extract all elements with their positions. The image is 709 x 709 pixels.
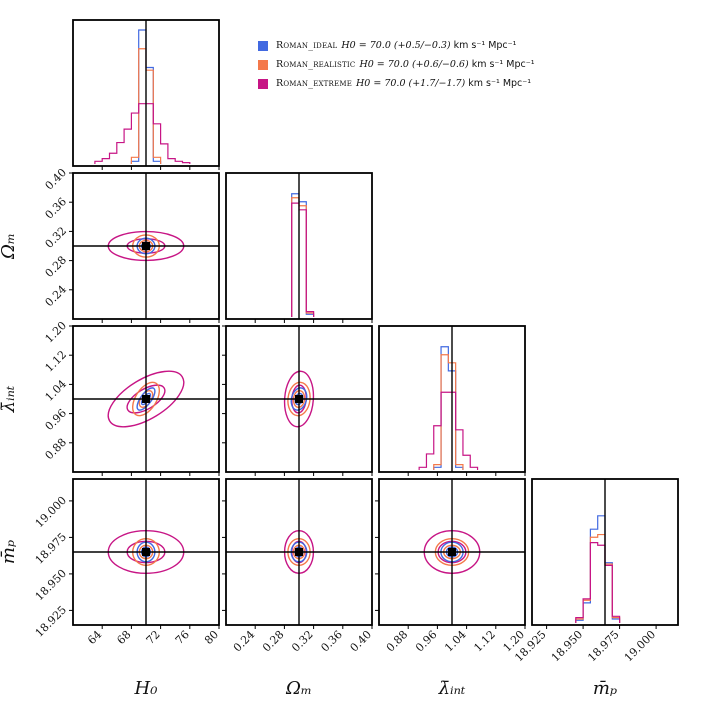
panel-frame-H0-lam [72,325,220,473]
histogram-mp-roman-realistic [575,533,621,623]
legend-value-roman-realistic: H0 = 70.0 (+0.6/−0.6) [359,59,469,70]
ytick-label-mp: 18.950 [33,567,69,603]
legend-swatch-roman-extreme [258,78,268,89]
xtick-label-H0: 64 [85,628,104,647]
histogram-lam-roman-realistic [433,354,464,470]
xtick-label-Om: 0.32 [289,628,316,655]
histogram-Om-roman-ideal [291,193,315,317]
xtick-label-lam: 0.96 [413,628,440,655]
contour-Om-lam-roman-ideal-2sigma [290,387,308,411]
ytick-label-Om: 0.32 [43,224,70,251]
panel-Om-Om [291,173,315,319]
xtick-label-Om: 0.36 [318,628,345,655]
ytick-label-Om: 0.24 [43,283,70,310]
xtick-label-Om: 0.24 [231,628,258,655]
histogram-Om-roman-extreme [291,202,315,317]
ylabel-mp: m̄ₚ [0,540,19,564]
xtick-label-Om: 0.28 [260,628,287,655]
truth-marker-lam-mp [448,548,456,556]
legend-entry-roman-extreme: Roman_extreme H0 = 70.0 (+1.7/−1.7) km s… [258,74,535,93]
panel-frame-mp-mp [531,478,679,626]
legend-entry-roman-realistic: Roman_realistic H0 = 70.0 (+0.6/−0.6) km… [258,55,535,74]
ylabel-Om: Ωₘ [0,233,19,260]
ytick-label-Om: 0.28 [43,254,70,281]
panel-mp-mp [575,479,621,625]
xtick-label-mp: 19.000 [622,628,658,664]
ytick-label-mp: 18.975 [33,530,69,566]
contour-H0-lam-roman-realistic-2sigma [131,381,161,417]
panel-Om-lam [226,326,372,472]
panel-H0-H0 [94,20,191,166]
ytick-label-mp: 18.925 [33,603,69,639]
legend: Roman_ideal H0 = 70.0 (+0.5/−0.3) km s⁻¹… [258,36,535,93]
panel-frame-lam-lam [378,325,526,473]
legend-value-roman-ideal: H0 = 70.0 (+0.5/−0.3) [341,40,451,51]
panel-H0-lam [73,326,219,472]
histogram-mp-roman-extreme [575,542,621,623]
ytick-label-mp: 19.000 [33,494,69,530]
panel-H0-mp [73,479,219,625]
histogram-H0-roman-extreme [94,103,191,164]
panel-frame-H0-mp [72,478,220,626]
contour-H0-lam-roman-ideal-2sigma [136,387,156,411]
panel-frame-H0-Om [72,172,220,320]
contour-H0-lam-roman-extreme-2sigma [107,370,185,428]
panel-lam-mp [379,479,525,625]
panel-frame-H0-H0 [72,19,220,167]
ytick-label-lam: 1.20 [43,319,70,346]
ytick-label-lam: 1.12 [43,348,70,375]
ytick-label-lam: 1.04 [43,377,70,404]
panel-frame-lam-mp [378,478,526,626]
panel-frame-Om-Om [225,172,373,320]
panel-Om-mp [226,479,372,625]
xlabel-Om: Ωₘ [285,678,312,699]
xtick-label-mp: 18.950 [549,628,585,664]
xtick-label-H0: 76 [173,628,192,647]
legend-swatch-roman-realistic [258,59,268,70]
legend-entry-roman-ideal: Roman_ideal H0 = 70.0 (+0.5/−0.3) km s⁻¹… [258,36,535,55]
legend-swatch-roman-ideal [258,40,268,51]
xtick-label-H0: 72 [144,628,163,647]
xtick-label-H0: 68 [114,628,133,647]
ylabel-lam: λ̄ᵢₙₜ [0,385,19,413]
legend-name-roman-ideal: Roman_ideal [276,40,338,51]
legend-name-roman-extreme: Roman_extreme [276,78,353,89]
histogram-mp-roman-ideal [575,515,621,623]
xtick-label-lam: 1.04 [442,628,469,655]
xtick-label-H0: 80 [202,628,221,647]
legend-unit-roman-ideal: km s⁻¹ Mpc⁻¹ [453,40,517,51]
xtick-label-mp: 18.975 [585,628,621,664]
panel-frame-Om-lam [225,325,373,473]
ytick-label-Om: 0.36 [43,195,70,222]
histogram-Om-roman-realistic [291,197,315,317]
truth-marker-H0-Om [142,242,150,250]
histogram-lam-roman-ideal [433,346,464,470]
legend-unit-roman-realistic: km s⁻¹ Mpc⁻¹ [471,59,535,70]
xlabel-lam: λ̄ᵢₙₜ [438,678,466,699]
histogram-lam-roman-extreme [418,391,479,470]
xlabel-H0: H₀ [134,678,158,699]
contour-H0-lam-roman-extreme-1sigma [126,384,166,414]
panel-lam-lam [418,326,479,472]
truth-marker-H0-mp [142,548,150,556]
truth-marker-H0-lam [142,395,150,403]
legend-value-roman-extreme: H0 = 70.0 (+1.7/−1.7) [356,78,466,89]
ytick-label-Om: 0.40 [43,166,70,193]
xtick-label-Om: 0.40 [348,628,375,655]
contour-Om-lam-roman-extreme-2sigma [283,370,315,428]
ytick-label-lam: 0.88 [43,436,70,463]
truth-marker-Om-mp [295,548,303,556]
truth-marker-Om-lam [295,395,303,403]
panel-H0-Om [73,173,219,319]
ytick-label-lam: 0.96 [43,407,70,434]
xlabel-mp: m̄ₚ [593,678,617,699]
xtick-label-lam: 0.88 [384,628,411,655]
legend-name-roman-realistic: Roman_realistic [276,59,356,70]
xtick-label-lam: 1.12 [471,628,498,655]
legend-unit-roman-extreme: km s⁻¹ Mpc⁻¹ [468,78,532,89]
panel-frame-Om-mp [225,478,373,626]
contour-Om-lam-roman-realistic-2sigma [287,381,311,417]
